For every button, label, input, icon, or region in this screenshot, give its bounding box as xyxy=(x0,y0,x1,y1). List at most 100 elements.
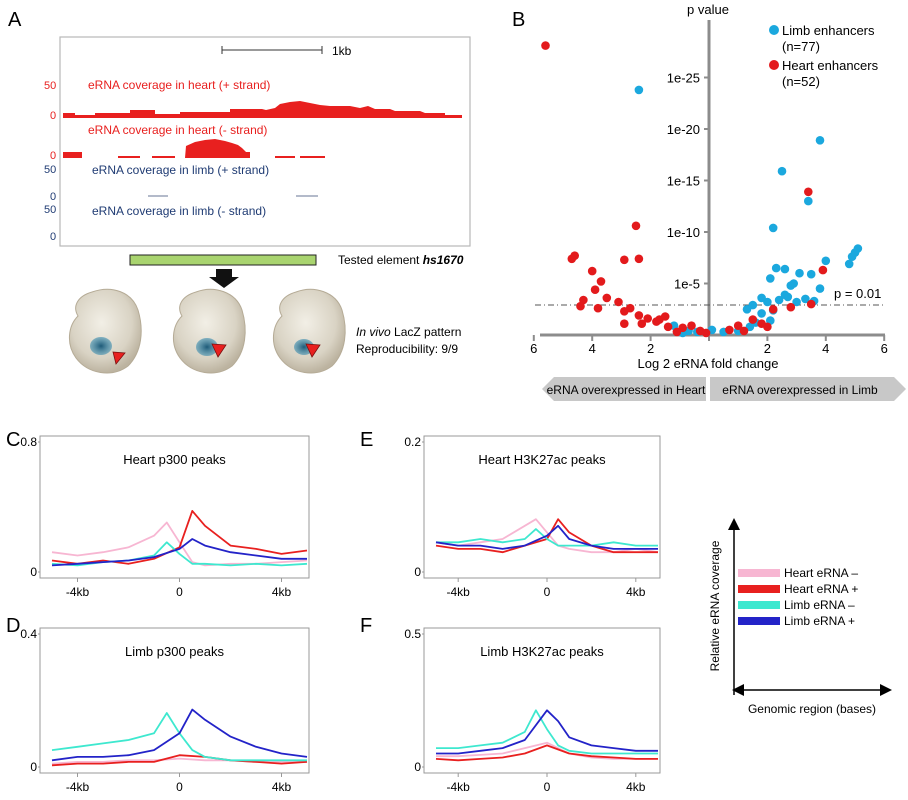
volcano-ytick-label: 1e-20 xyxy=(667,122,700,137)
heart-enhancer-point xyxy=(620,255,629,265)
track-limb-plus-ymax: 50 xyxy=(44,164,56,176)
track-heart-plus-ymin: 0 xyxy=(50,110,56,122)
xtick-label: -4kb xyxy=(447,585,471,599)
limb-enhancer-point xyxy=(847,252,857,261)
heart-enhancer-point xyxy=(576,301,585,311)
legend-limb-marker xyxy=(769,25,779,35)
ytick-label-max: 0.4 xyxy=(20,627,37,641)
volcano-xtick-label: 2 xyxy=(764,341,771,356)
arrow-heart-label: eRNA overexpressed in Heart xyxy=(547,383,706,397)
limb-enhancer-point xyxy=(742,305,752,314)
heart-enhancer-point xyxy=(663,322,673,332)
plot-title: Limb p300 peaks xyxy=(125,644,225,659)
heart-enhancer-point xyxy=(806,299,816,309)
track-heart-plus-ymax: 50 xyxy=(44,80,56,92)
plot-frame xyxy=(423,435,661,579)
ytick-label-zero: 0 xyxy=(414,565,421,579)
xtick-label: 0 xyxy=(544,585,551,599)
heart-enhancer-point xyxy=(818,265,828,275)
ytick-label-max: 0.8 xyxy=(20,435,37,449)
heart-enhancer-point xyxy=(701,328,711,338)
legend-x-label: Genomic region (bases) xyxy=(748,702,876,716)
heart-enhancer-point xyxy=(596,277,606,286)
heart-enhancer-point xyxy=(643,314,652,323)
limb-enhancer-point xyxy=(757,309,766,318)
panel-d-profile-plot: 0.4 0 -4kb 0 4kb Limb p300 peaks xyxy=(20,627,310,794)
heart-enhancer-point xyxy=(637,319,647,329)
volcano-xlabel: Log 2 eRNA fold change xyxy=(638,356,779,371)
track-limb-plus-ymin: 0 xyxy=(50,191,56,203)
panel-letter-d: D xyxy=(6,615,20,637)
browser-frame xyxy=(59,36,471,247)
heart-enhancer-point xyxy=(590,285,600,295)
legend-heart-count: (n=52) xyxy=(782,74,820,89)
panel-letter-c: C xyxy=(6,429,20,451)
legend-swatch xyxy=(738,617,780,625)
arrow-limb-overexpressed xyxy=(710,377,906,401)
embryo-image-3 xyxy=(273,288,346,374)
scale-bar-label: 1kb xyxy=(332,44,352,58)
heart-enhancer-point xyxy=(587,266,597,276)
legend-item-label: Heart eRNA + xyxy=(784,582,858,596)
red-triangle-marker-icon xyxy=(305,343,321,358)
legend-swatch xyxy=(738,601,780,609)
heart-enhancer-point xyxy=(687,321,696,331)
down-arrow-icon xyxy=(209,269,239,288)
ytick-label-max: 0.2 xyxy=(404,435,421,449)
heart-enhancer-point xyxy=(602,293,612,303)
series-line-limb-erna xyxy=(436,709,658,755)
limb-enhancer-point xyxy=(768,223,778,233)
track-heart-minus-title: eRNA coverage in heart (- strand) xyxy=(88,123,267,137)
panel-e-profile-plot: 0.2 0 -4kb 0 4kb Heart H3K27ac peaks xyxy=(404,435,661,599)
heart-enhancer-point xyxy=(593,303,603,313)
series-line-heart-erna xyxy=(51,510,308,565)
legend-heart-label: Heart enhancers xyxy=(782,58,879,73)
panel-letter-f: F xyxy=(360,615,372,637)
series-line-limb-erna xyxy=(436,528,658,547)
heart-enhancer-point xyxy=(672,327,682,337)
heart-enhancer-point xyxy=(768,305,778,314)
heart-enhancer-point xyxy=(804,187,813,197)
series-line-heart-erna xyxy=(51,754,308,767)
legend-item-label: Limb eRNA – xyxy=(784,598,855,612)
xtick-label: 4kb xyxy=(272,585,292,599)
heart-enhancer-point xyxy=(739,326,749,336)
arrow-limb-label: eRNA overexpressed in Limb xyxy=(722,383,878,397)
series-line-heart-erna xyxy=(436,741,658,760)
xtick-label: -4kb xyxy=(66,585,90,599)
limb-enhancer-point xyxy=(792,297,801,307)
limb-enhancer-point xyxy=(774,295,784,305)
legend-swatch xyxy=(738,569,780,577)
limb-enhancer-point xyxy=(634,85,644,95)
heart-enhancer-point xyxy=(725,325,734,335)
xtick-label: -4kb xyxy=(447,780,471,794)
plot-title: Heart H3K27ac peaks xyxy=(478,452,606,467)
limb-enhancer-point xyxy=(806,269,816,279)
limb-enhancer-point xyxy=(844,259,854,269)
heart-enhancer-point xyxy=(620,307,629,316)
limb-enhancer-point xyxy=(804,196,813,206)
heart-enhancer-point xyxy=(567,254,577,264)
legend-limb-label: Limb enhancers xyxy=(782,23,875,38)
ytick-label-zero: 0 xyxy=(414,760,421,774)
limb-enhancer-point xyxy=(757,293,766,303)
heart-enhancer-point xyxy=(620,319,629,329)
heart-enhancer-point xyxy=(541,41,550,50)
limb-enhancer-point xyxy=(771,263,781,273)
heart-enhancer-point xyxy=(631,221,641,231)
track-heart-minus-coverage xyxy=(63,139,325,158)
red-triangle-marker-icon xyxy=(211,343,227,358)
ytick-label-zero: 0 xyxy=(30,565,37,579)
arrow-left-icon xyxy=(732,684,744,696)
series-line-limb-erna xyxy=(51,538,307,567)
plot-title: Heart p300 peaks xyxy=(123,452,226,467)
heart-enhancer-point xyxy=(634,311,644,320)
track-heart-minus-ymin: 0 xyxy=(50,150,56,162)
legend-item-label: Limb eRNA + xyxy=(784,614,855,628)
embryo-image-2 xyxy=(173,288,246,374)
heart-enhancer-point xyxy=(763,322,772,332)
heart-enhancer-point xyxy=(660,312,670,321)
legend-item-label: Heart eRNA – xyxy=(784,566,858,580)
xtick-label: 0 xyxy=(544,780,551,794)
